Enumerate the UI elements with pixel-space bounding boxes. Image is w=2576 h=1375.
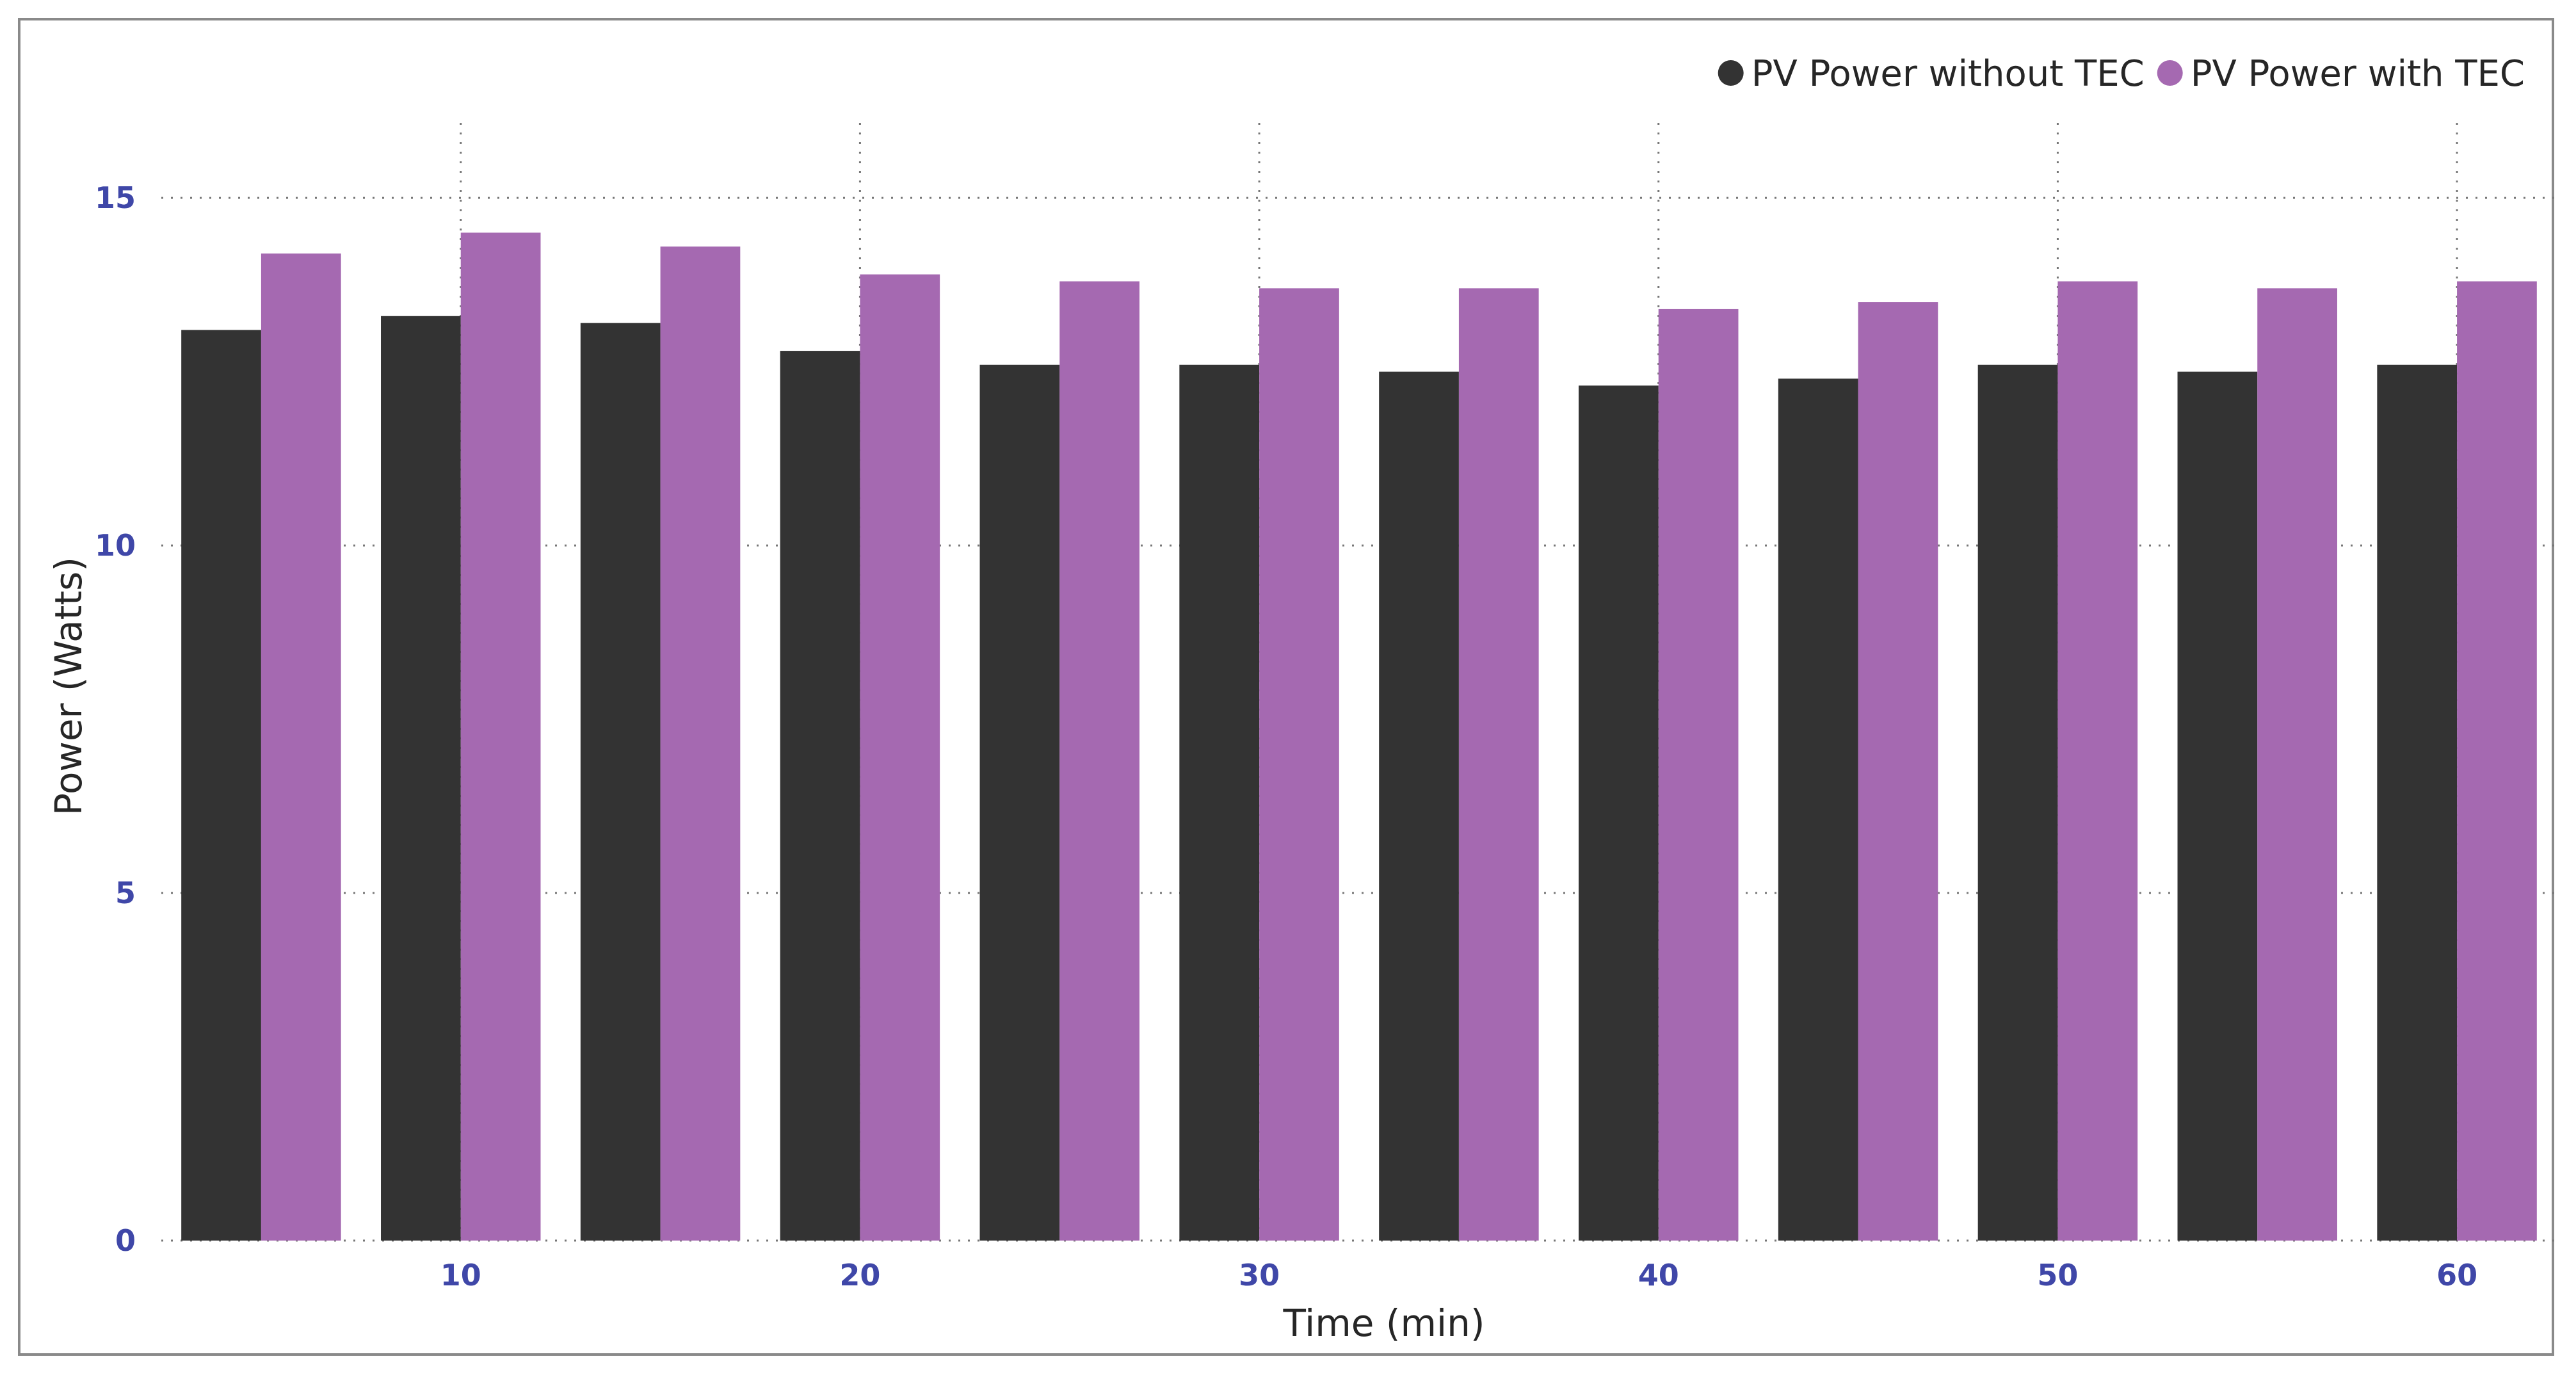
y-axis-title: Power (Watts) [47,557,90,816]
legend-marker-icon [2157,60,2183,86]
x-tick-label: 20 [839,1258,880,1292]
y-tick-label: 10 [95,528,136,563]
bar-with-tec [1458,288,1539,1241]
legend-marker-icon [1718,60,1744,86]
bar-with-tec [2257,288,2337,1241]
bar-without-tec [1977,364,2058,1241]
bar-without-tec [1179,364,1260,1241]
bar-with-tec [2457,281,2537,1241]
x-axis: 10 20 30 40 50 60 [440,1258,2477,1292]
legend: PV Power with TEC PV Power without TEC [1718,53,2525,95]
bar-without-tec [1778,378,1858,1241]
x-tick-label: 10 [440,1258,481,1292]
bar-without-tec [2177,371,2258,1241]
legend-label: PV Power without TEC [1751,53,2145,95]
y-tick-label: 0 [115,1223,136,1258]
bar-with-tec [460,232,541,1241]
bar-chart: 0 5 10 15 10 20 30 40 50 60 Time (min) Power (Wa… [47,53,2557,1345]
bar-without-tec [2377,364,2458,1241]
bar-with-tec [860,274,940,1241]
y-tick-label: 15 [95,181,136,215]
bar-with-tec [1658,309,1739,1241]
bar-without-tec [1379,371,1459,1241]
x-tick-label: 40 [1638,1258,1679,1292]
bar-without-tec [181,330,261,1241]
bars [181,232,2537,1241]
bar-without-tec [1579,385,1659,1241]
y-tick-label: 5 [115,876,136,910]
x-axis-title: Time (min) [1282,1301,1485,1345]
chart-frame: 0 5 10 15 10 20 30 40 50 60 Time (min) Power (Wa… [18,18,2557,1356]
bar-with-tec [660,246,741,1241]
x-tick-label: 30 [1239,1258,1280,1292]
legend-label: PV Power with TEC [2191,53,2525,95]
bar-with-tec [1858,302,1938,1241]
x-tick-label: 50 [2037,1258,2078,1292]
y-axis: 0 5 10 15 [95,181,136,1258]
bar-with-tec [261,253,341,1241]
bar-without-tec [780,351,860,1241]
bar-with-tec [1059,281,1139,1241]
bar-without-tec [381,316,461,1241]
x-tick-label: 60 [2436,1258,2477,1292]
bar-without-tec [580,323,661,1241]
bar-without-tec [979,364,1060,1241]
bar-with-tec [2057,281,2138,1241]
bar-with-tec [1259,288,1339,1241]
